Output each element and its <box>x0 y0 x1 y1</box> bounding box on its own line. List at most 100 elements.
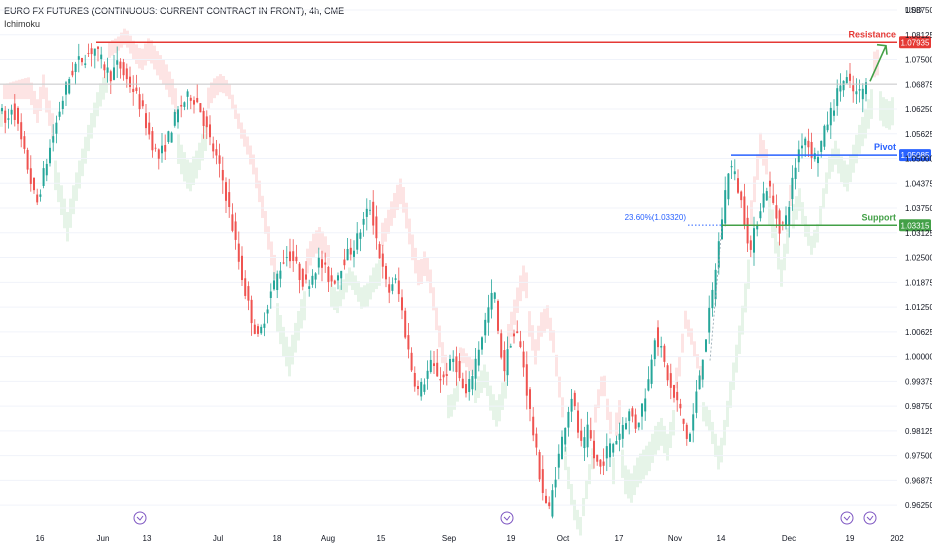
cloud-segment <box>60 185 63 215</box>
cloud-segment <box>426 257 429 282</box>
cloud-segment <box>588 464 591 485</box>
candle-body <box>292 251 295 261</box>
time-tick-label: Nov <box>668 534 682 543</box>
cloud-segment <box>375 263 378 290</box>
cloud-segment <box>765 149 768 175</box>
candle-body <box>231 214 234 231</box>
cloud-segment <box>33 90 36 114</box>
earnings-event-icon[interactable] <box>863 511 877 525</box>
cloud-segment <box>867 99 870 129</box>
fib-trend-line <box>709 225 723 361</box>
cloud-segment <box>648 441 651 472</box>
candle-body <box>29 168 32 184</box>
cloud-segment <box>195 150 198 179</box>
cloud-segment <box>786 227 789 254</box>
candle-body <box>317 257 320 268</box>
cloud-segment <box>477 376 480 399</box>
candle-body <box>449 359 451 371</box>
dividend-event-icon[interactable] <box>840 511 854 525</box>
candle-body <box>209 124 211 138</box>
cloud-segment <box>396 184 399 211</box>
cloud-segment <box>753 176 756 203</box>
dividend-event-icon[interactable] <box>500 511 514 525</box>
time-tick-label: Dec <box>782 534 796 543</box>
cloud-segment <box>522 265 525 292</box>
cloud-segment <box>363 285 366 308</box>
candle-body <box>429 359 432 372</box>
candle-body <box>321 259 323 268</box>
candle-body <box>109 71 112 82</box>
cloud-segment <box>567 466 570 490</box>
candle-body <box>865 82 867 95</box>
cloud-segment <box>528 311 531 337</box>
time-tick-label: 18 <box>273 534 282 543</box>
cloud-segment <box>78 160 81 189</box>
event-glyph <box>843 515 851 521</box>
candle-body <box>618 433 621 440</box>
cloud-segment <box>492 394 495 420</box>
cloud-segment <box>279 314 282 345</box>
cloud-segment <box>147 38 150 62</box>
candle-body <box>23 136 26 149</box>
candle-body <box>285 257 288 258</box>
cloud-segment <box>390 201 393 226</box>
candle-body <box>356 233 359 250</box>
cloud-segment <box>216 76 219 96</box>
time-tick-label: 19 <box>846 534 855 543</box>
cloud-segment <box>252 154 255 175</box>
cloud-segment <box>450 394 453 417</box>
candle-body <box>817 157 819 164</box>
cloud-segment <box>39 86 42 112</box>
event-markers[interactable] <box>133 511 877 525</box>
time-axis[interactable]: 16 Jun 13 Jul 18 Aug 15 Sep 19 Oct 17 Nov 14 Dec 19 202 <box>36 534 905 543</box>
cloud-segment <box>762 140 765 166</box>
candle-body <box>330 275 333 282</box>
cloud-segment <box>651 433 654 463</box>
candle-body <box>538 452 541 480</box>
candle-body <box>52 136 55 143</box>
candle-body <box>631 408 634 417</box>
candle-body <box>193 100 195 105</box>
cloud-segment <box>348 267 351 286</box>
cloud-segment <box>732 362 735 390</box>
cloud-segment <box>573 499 576 521</box>
cloud-segment <box>462 348 465 364</box>
candle-body <box>573 392 576 407</box>
cloud-segment <box>441 342 444 364</box>
indicator-label[interactable]: Ichimoku <box>4 19 41 29</box>
time-tick-label: Jun <box>97 534 110 543</box>
dividend-event-icon[interactable] <box>133 511 147 525</box>
cloud-segment <box>372 267 375 293</box>
cloud-segment <box>759 132 762 159</box>
cloud-segment <box>660 417 663 446</box>
candle-body <box>308 286 311 289</box>
cloud-segment <box>201 133 204 161</box>
forecast-arrow-head <box>876 43 888 55</box>
candle-body <box>401 297 403 311</box>
level-price-label: 1.05085 <box>901 151 930 160</box>
candle-body <box>77 56 80 60</box>
price-axis[interactable]: 1.08750 1.08125 1.07500 1.06875 1.06250 1.056… <box>905 6 932 510</box>
cloud-segment <box>336 291 339 314</box>
candle-body <box>721 219 723 240</box>
candle-body <box>545 495 547 504</box>
candle-body <box>580 430 583 441</box>
cloud-segment <box>561 397 564 418</box>
candle-body <box>353 250 355 257</box>
candle-body <box>676 391 679 401</box>
cloud-segment <box>507 324 510 349</box>
candle-body <box>612 443 615 453</box>
cloud-segment <box>489 385 492 411</box>
cloud-segment <box>444 354 447 376</box>
cloud-segment <box>285 336 288 367</box>
cloud-segment <box>357 281 360 302</box>
cloud-segment <box>873 51 876 78</box>
cloud-segment <box>456 380 459 402</box>
candle-body <box>122 62 125 76</box>
cloud-segment <box>204 124 207 151</box>
forecast-arrow-line[interactable] <box>869 45 887 82</box>
cloud-segment <box>549 317 552 341</box>
candle-body <box>346 248 349 261</box>
candle-body <box>164 145 167 152</box>
